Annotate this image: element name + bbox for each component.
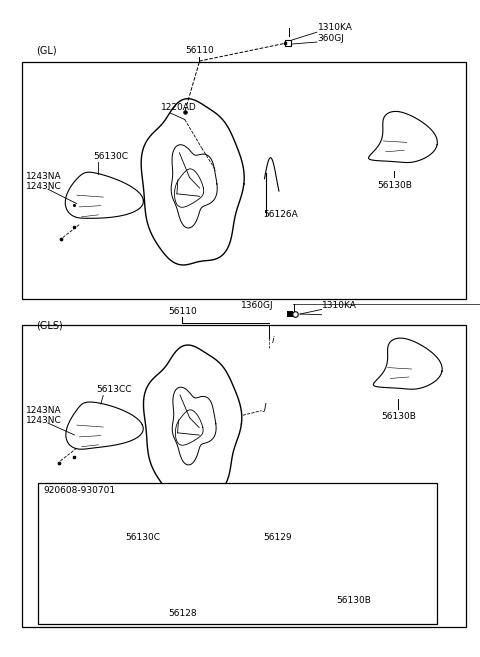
Polygon shape (66, 402, 143, 449)
Polygon shape (175, 410, 203, 445)
Text: 1310KA: 1310KA (318, 22, 353, 32)
Text: 1243NA: 1243NA (26, 171, 62, 181)
Bar (38, 483, 437, 624)
Text: 56130C: 56130C (94, 152, 129, 161)
Text: 1360GJ: 1360GJ (240, 301, 273, 310)
Text: 56130B: 56130B (377, 181, 412, 190)
Text: i: i (271, 336, 274, 345)
Polygon shape (65, 172, 144, 218)
Polygon shape (369, 112, 437, 162)
Text: 56110: 56110 (168, 307, 197, 316)
Polygon shape (187, 544, 212, 573)
Polygon shape (373, 338, 442, 389)
Text: 360GJ: 360GJ (318, 34, 345, 43)
Text: 56130B: 56130B (382, 412, 417, 421)
Text: 1243NC: 1243NC (26, 181, 62, 191)
Polygon shape (126, 541, 185, 575)
Text: 5613CC: 5613CC (96, 385, 132, 394)
Bar (22, 62, 466, 299)
Text: 56129: 56129 (263, 533, 292, 542)
Text: (GL): (GL) (36, 46, 57, 56)
Text: 1243NC: 1243NC (26, 416, 62, 425)
Text: (GLS): (GLS) (36, 321, 63, 330)
Polygon shape (175, 169, 204, 207)
Text: 920608-930701: 920608-930701 (43, 486, 115, 495)
Text: 56110: 56110 (185, 46, 214, 55)
Text: 56128: 56128 (168, 609, 197, 618)
Text: 1220AD: 1220AD (161, 102, 196, 112)
Text: 56126A: 56126A (263, 210, 298, 219)
Text: 1243NA: 1243NA (26, 406, 62, 415)
Polygon shape (332, 541, 382, 578)
Text: 1310KA: 1310KA (322, 301, 357, 310)
Bar (22, 325, 466, 627)
Text: 56130B: 56130B (336, 596, 371, 605)
Text: 56130C: 56130C (125, 533, 160, 542)
Text: J: J (263, 403, 265, 412)
